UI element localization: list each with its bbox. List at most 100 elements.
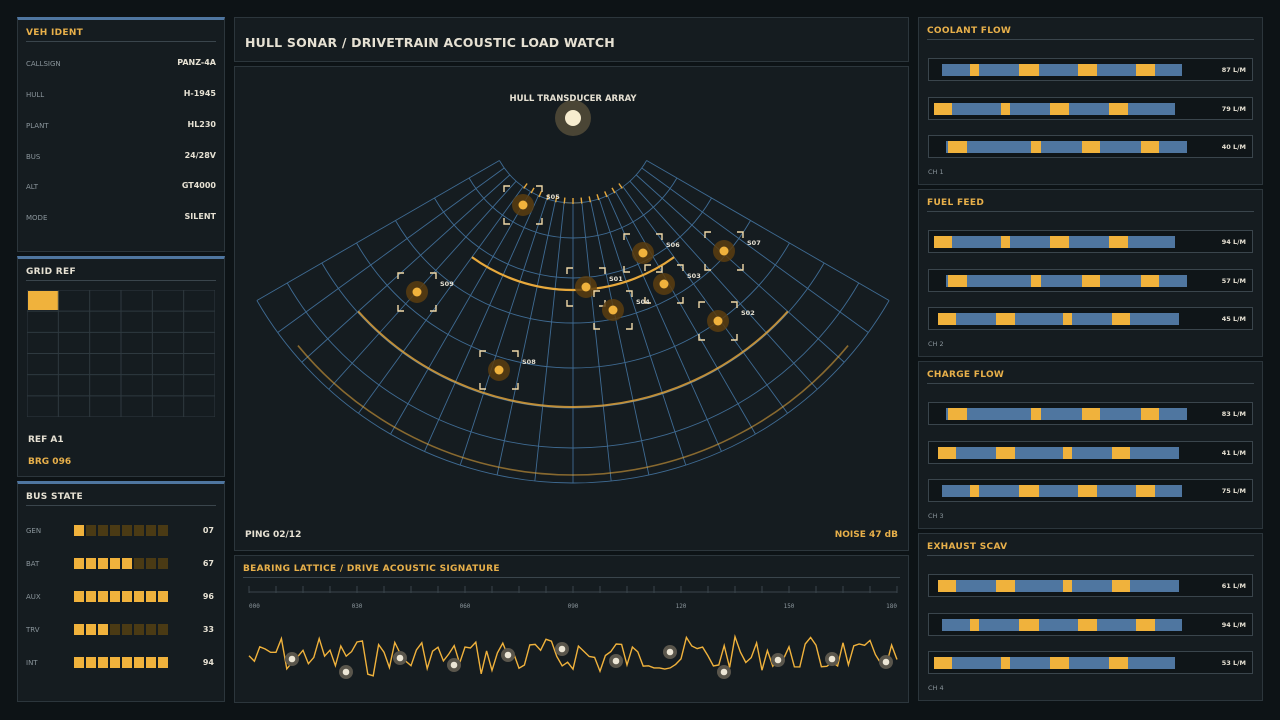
sonar-contact[interactable]: S02 [698,301,755,341]
grid-lattice[interactable] [26,289,216,418]
contact-dot [719,246,729,256]
lattice-marker[interactable] [342,668,350,676]
flow-bar-segment [1136,485,1155,497]
contact-bracket [704,231,711,238]
flow-row[interactable]: 75 L/M [928,479,1253,502]
channel-label: CH 1 [928,168,944,176]
contact-bracket [503,185,510,192]
lattice-marker[interactable] [828,655,836,663]
flow-row[interactable]: 79 L/M [928,97,1253,120]
flow-bar-segment [1136,619,1155,631]
contact-label: S09 [440,280,454,288]
flow-bar-segment [1031,141,1041,153]
sonar-contact[interactable]: S03 [644,264,701,304]
flow-row[interactable]: 94 L/M [928,613,1253,636]
lattice-marker[interactable] [612,657,620,665]
bus-level-cell [134,657,144,668]
channel-label: CH 2 [928,340,944,348]
flow-row[interactable]: 40 L/M [928,135,1253,158]
bus-level-cell [146,624,156,635]
bus-level-cell [158,591,168,602]
contact-bracket [397,272,404,279]
flow-bar-segment [970,619,979,631]
flow-row[interactable]: 83 L/M [928,402,1253,425]
bus-level-cell [158,525,168,536]
contact-bracket [512,383,519,390]
contact-bracket [566,300,573,307]
bus-row-int: INT 94 [26,656,216,670]
grid-ref-map[interactable] [26,289,216,418]
lattice-marker[interactable] [450,661,458,669]
lattice-marker[interactable] [396,654,404,662]
flow-row[interactable]: 61 L/M [928,574,1253,597]
flow-bar-segment [1141,408,1159,420]
flow-value: 41 L/M [1221,449,1246,457]
flow-bar [938,447,1179,459]
lattice-marker[interactable] [504,651,512,659]
sonar-contact[interactable]: S05 [503,185,560,225]
contact-dot [518,200,528,210]
flow-bar-segment [1063,447,1072,459]
sonar-contact[interactable]: S09 [397,272,454,312]
flow-bar-segment [1063,580,1072,592]
flow-bar [942,64,1182,76]
flow-row[interactable]: 57 L/M [928,269,1253,292]
contact-label: S06 [666,241,680,249]
sonar-contact[interactable]: S08 [479,350,536,390]
lattice-marker[interactable] [288,655,296,663]
sonar-contact[interactable]: S06 [623,233,680,273]
flow-bar-segment [1141,275,1159,287]
lattice-marker[interactable] [774,656,782,664]
contact-bracket [536,185,543,192]
grid-selected-cell[interactable] [28,291,59,310]
lattice-marker[interactable] [558,645,566,653]
lattice-marker[interactable] [882,658,890,666]
contact-bracket [737,264,744,271]
flow-bar-segment [1082,141,1100,153]
flow-value: 94 L/M [1221,621,1246,629]
flow-panel-title: CHARGE FLOW [927,370,1254,384]
bus-level-meter [74,558,168,569]
contact-bracket [430,272,437,279]
flow-bar-segment [948,141,967,153]
contact-bracket [623,266,630,273]
flow-row[interactable]: 53 L/M [928,651,1253,674]
contact-dot [713,316,723,326]
flow-row[interactable]: 87 L/M [928,58,1253,81]
transducer-icon[interactable] [565,110,581,126]
sonar-panel: HULL TRANSDUCER ARRAY S01 S02 S03 S04 S05 S06 S… [234,66,909,551]
contact-bracket [731,301,738,308]
grid-ref-cell-label: REF A1 [28,435,64,445]
ident-row-bus: BUS 24/28V [26,151,216,165]
bearing-spoke [358,186,524,414]
ident-key: MODE [26,214,48,222]
bus-key: TRV [26,626,40,634]
ident-key: ALT [26,183,39,191]
flow-row[interactable]: 94 L/M [928,230,1253,253]
bearing-spoke [459,198,548,466]
lattice-marker[interactable] [666,648,674,656]
flow-bar-segment [1050,657,1069,669]
contact-dot [638,248,648,258]
sonar-contact[interactable]: S07 [704,231,761,271]
flow-bar [934,103,1175,115]
flow-panel-3: CHARGE FLOW 83 L/M 41 L/M 75 L/M CH 3 [918,361,1263,529]
flow-row[interactable]: 45 L/M [928,307,1253,330]
bus-value: 96 [202,592,214,601]
bearing-tick-label: 000 [249,603,260,610]
bus-key: AUX [26,593,41,601]
veh-ident-title: VEH IDENT [26,28,216,42]
bearing-spoke [615,191,756,435]
sonar-fan-display[interactable]: HULL TRANSDUCER ARRAY S01 S02 S03 S04 S05 S06 S… [235,67,910,552]
bus-level-cell [86,657,96,668]
flow-row[interactable]: 41 L/M [928,441,1253,464]
contact-bracket [536,218,543,225]
flow-bar-segment [1136,64,1155,76]
bearing-tick-label: 180 [886,603,897,610]
lattice-marker[interactable] [720,668,728,676]
array-tick [530,187,535,194]
bus-row-aux: AUX 96 [26,590,216,604]
sonar-contact[interactable]: S04 [593,290,650,330]
acoustic-signature-trace[interactable]: 000 030 060 090 120 150 180 [235,556,910,704]
sonar-contact[interactable]: S01 [566,267,623,307]
